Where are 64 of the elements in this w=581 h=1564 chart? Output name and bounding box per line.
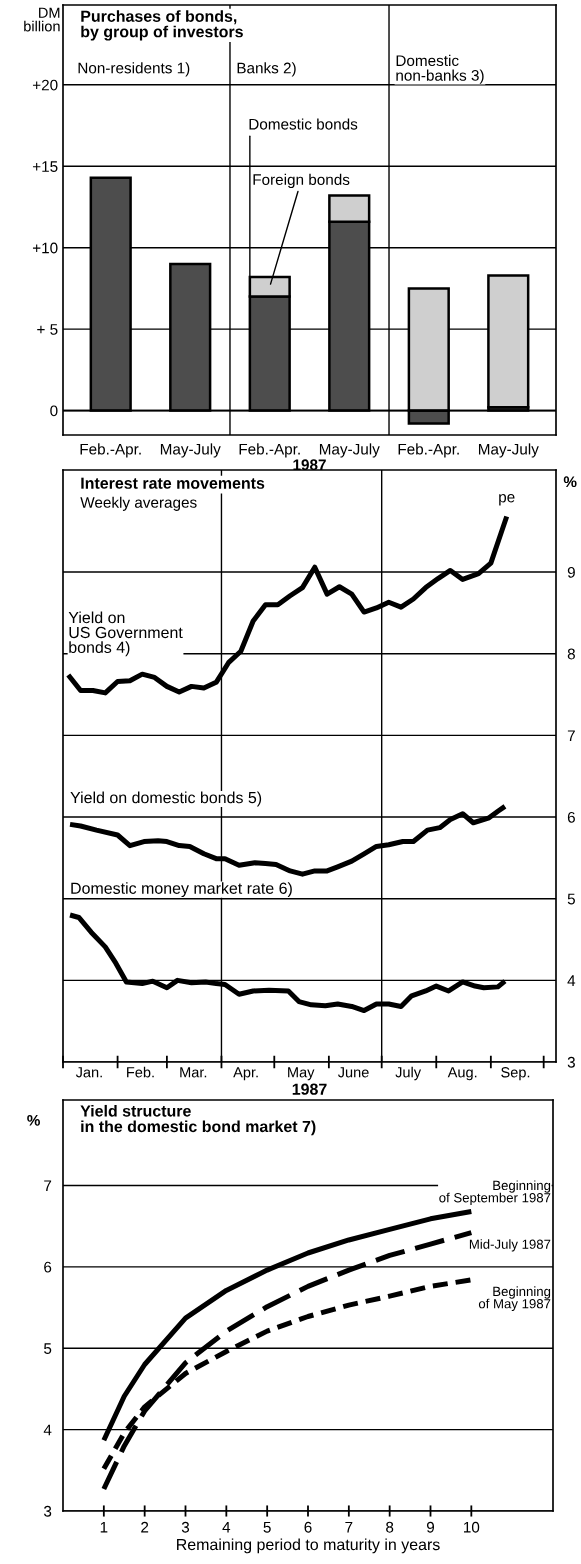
x-tick-label: Jan.: [75, 1067, 102, 1078]
y-tick-label: 4: [43, 1424, 52, 1436]
x-tick-label: May-July: [478, 443, 539, 458]
x-tick-label: Apr.: [233, 1067, 258, 1081]
x-axis-title: Remaining period to maturity in years: [177, 1538, 440, 1554]
y-tick-label: 6: [567, 811, 575, 823]
x-tick-label: Mar.: [180, 1067, 207, 1078]
series-label: Yield on domestic bonds 5): [70, 791, 262, 807]
annotation: Non-residents 1): [78, 62, 190, 77]
annotation: Domestic non-banks 3): [396, 54, 484, 84]
y-tick-label: 4: [567, 975, 576, 986]
y-axis-title: DM billion: [24, 7, 60, 32]
x-tick-label: 10: [464, 1521, 480, 1533]
y-tick-label: 6: [44, 1261, 52, 1273]
x-tick-label: Sep.: [501, 1067, 530, 1081]
series-label: Yield on US Government bonds 4): [68, 611, 183, 657]
y-tick-label: 0: [50, 405, 58, 417]
series-label: Foreign bonds: [253, 173, 350, 189]
y-tick-label: +10: [32, 242, 58, 254]
x-tick-label: May-July: [160, 443, 221, 458]
chart-title: Interest rate movements: [81, 477, 265, 489]
x-tick-label: 3: [181, 1521, 190, 1533]
x-tick-label: 9: [426, 1521, 435, 1533]
annotation: pe: [499, 494, 515, 506]
y-axis-title: %: [563, 476, 577, 488]
annotation: Banks 2): [237, 62, 296, 77]
y-tick-label: 9: [567, 566, 575, 578]
x-tick-label: Feb.-Apr.: [239, 443, 300, 458]
x-tick-label: 4: [222, 1521, 231, 1533]
series-label: Beginning of September 1987: [439, 1180, 551, 1205]
x-tick-label: May: [288, 1067, 315, 1081]
y-tick-label: 5: [567, 893, 575, 905]
text: Purchases of bonds, by group of investors: [81, 10, 243, 41]
x-tick-label: June: [337, 1067, 369, 1078]
y-tick-label: 3: [567, 1056, 575, 1068]
x-tick-label: May-July: [319, 443, 380, 458]
x-tick-label: 6: [304, 1521, 312, 1533]
x-tick-label: Feb.: [127, 1066, 154, 1078]
y-tick-label: 7: [567, 730, 575, 741]
y-tick-label: +15: [32, 161, 58, 172]
x-tick-label: 1: [100, 1521, 108, 1533]
x-tick-label: 8: [386, 1521, 394, 1533]
x-axis-title: 1987: [293, 459, 326, 471]
series-label: Domestic money market rate 6): [71, 882, 292, 898]
y-tick-label: + 5: [37, 324, 58, 335]
y-axis-title: %: [27, 1114, 40, 1126]
x-tick-label: 5: [263, 1521, 271, 1533]
y-tick-label: 8: [567, 648, 575, 660]
y-tick-label: +20: [32, 79, 58, 91]
y-tick-label: 5: [44, 1343, 52, 1354]
y-tick-label: 7: [44, 1180, 52, 1191]
x-tick-label: 7: [345, 1521, 353, 1533]
y-tick-label: 3: [43, 1505, 52, 1517]
x-tick-label: Feb.-Apr.: [398, 443, 459, 458]
text: Domestic bonds: [249, 118, 358, 130]
x-tick-label: Aug.: [447, 1067, 477, 1081]
series-label: Beginning of May 1987: [478, 1286, 551, 1311]
text: Yield structure in the domestic bond market 7): [80, 1104, 316, 1136]
x-tick-label: July: [395, 1066, 422, 1081]
x-axis-title: 1987: [292, 1083, 327, 1095]
x-tick-label: 2: [141, 1521, 149, 1533]
text: Weekly averages: [80, 496, 197, 511]
x-tick-label: Feb.-Apr.: [80, 443, 141, 458]
series-label: Mid-July 1987: [469, 1239, 551, 1252]
